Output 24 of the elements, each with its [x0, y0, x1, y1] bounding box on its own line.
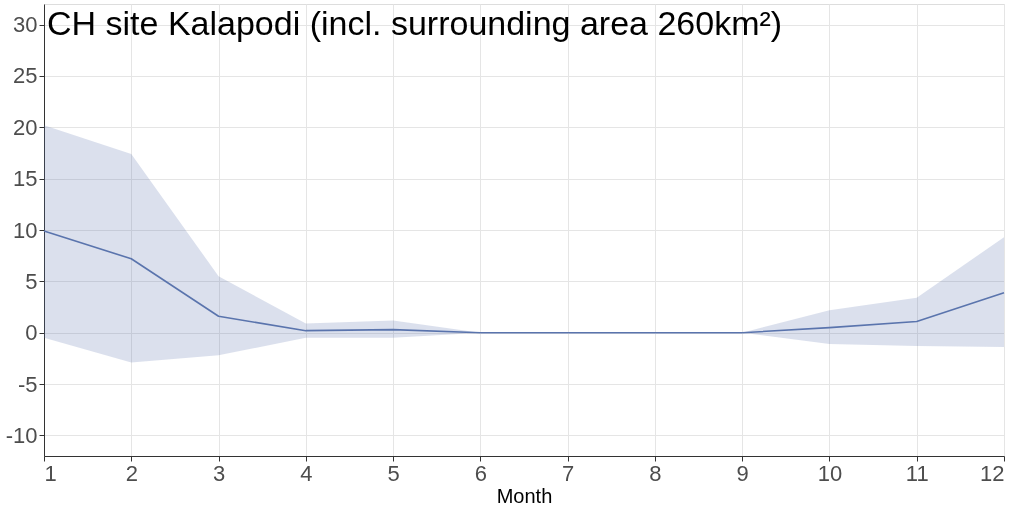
- x-tick-label: 8: [649, 460, 662, 486]
- x-tick-label: 4: [300, 460, 313, 486]
- x-tick-label: 3: [212, 460, 226, 486]
- y-tick-label: 25: [13, 63, 38, 89]
- y-tick-label: 20: [13, 114, 38, 140]
- y-tick-label: -5: [17, 371, 38, 397]
- y-tick-label: 15: [13, 166, 38, 192]
- y-tick-label: -10: [5, 422, 38, 448]
- y-tick-label: 0: [25, 320, 38, 346]
- x-tick-label: 2: [125, 460, 138, 486]
- y-tick-label: 30: [13, 12, 38, 38]
- x-tick-label: 7: [562, 460, 575, 486]
- y-tick-label: 5: [25, 268, 38, 294]
- x-tick-label: 9: [736, 460, 749, 486]
- x-tick-label: 6: [474, 460, 487, 486]
- x-tick-label: 10: [817, 460, 843, 486]
- x-axis-title: Month: [496, 484, 553, 507]
- chart-title: CH site Kalapodi (incl. surrounding area 260km²): [47, 4, 783, 42]
- x-tick-label: 1: [44, 460, 57, 486]
- x-tick-label: 5: [387, 460, 400, 486]
- y-tick-label: 10: [13, 217, 38, 243]
- x-tick-label: 12: [980, 460, 1005, 486]
- x-tick-label: 11: [905, 460, 929, 486]
- line-series: [43, 230, 1005, 334]
